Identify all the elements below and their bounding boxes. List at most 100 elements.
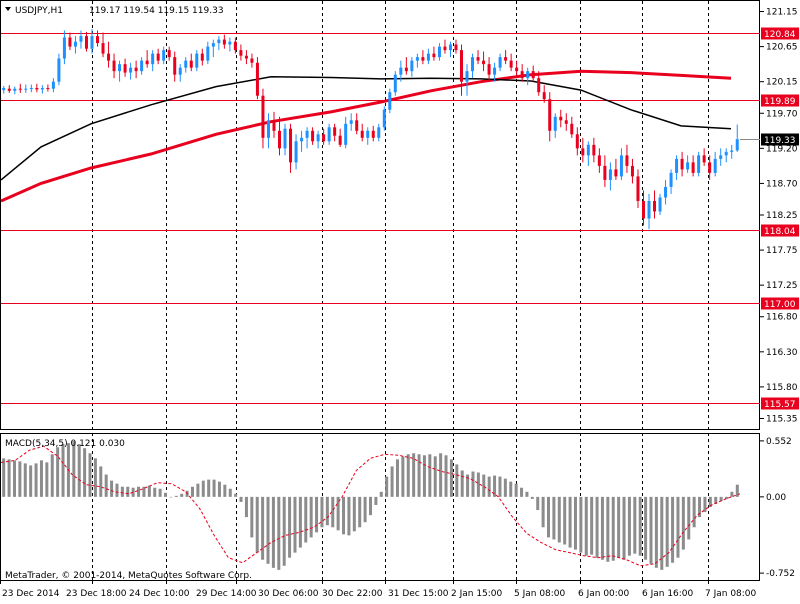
- candle: [217, 36, 221, 51]
- macd-bar: [476, 472, 480, 497]
- macd-bar: [201, 480, 205, 497]
- macd-bar: [579, 496, 583, 553]
- level-price-box: 117.00: [761, 297, 799, 310]
- macd-bar: [72, 441, 76, 497]
- candle: [173, 51, 177, 82]
- macd-bar: [212, 479, 216, 497]
- copyright-text: MetaTrader, © 2001-2014, MetaQuotes Soft…: [5, 571, 252, 581]
- y-tick-label: 119.20: [766, 144, 798, 154]
- candle: [581, 137, 585, 163]
- candle: [520, 64, 524, 82]
- candle: [184, 57, 188, 73]
- macd-bar: [395, 459, 399, 497]
- candle: [90, 29, 94, 54]
- candle: [509, 53, 513, 72]
- moving-averages: [0, 69, 732, 203]
- candles[interactable]: [2, 29, 739, 230]
- macd-bar: [606, 496, 610, 562]
- y-tick-label: 116.80: [766, 313, 798, 323]
- candle: [421, 50, 425, 65]
- macd-bar: [573, 496, 577, 550]
- macd-bar: [530, 496, 534, 499]
- macd-bar: [439, 453, 443, 497]
- macd-bar: [703, 496, 707, 513]
- macd-bar: [654, 496, 658, 568]
- x-tick-label: 7 Jan 08:00: [705, 589, 757, 599]
- macd-bar: [147, 485, 151, 497]
- y-tick-label: 119.70: [766, 109, 798, 119]
- macd-bar: [158, 488, 162, 497]
- macd-bar: [584, 496, 588, 556]
- macd-bar: [406, 454, 410, 497]
- candle: [156, 48, 160, 65]
- candle: [471, 53, 475, 79]
- candle: [250, 53, 254, 68]
- macd-bar: [444, 455, 448, 497]
- macd-bar: [325, 496, 329, 526]
- macd-bar: [563, 496, 567, 545]
- price-panel-frame: [0, 0, 760, 430]
- macd-bar: [514, 483, 518, 497]
- candle: [454, 39, 458, 54]
- macd-bar: [288, 496, 292, 558]
- candle: [233, 37, 237, 54]
- candle: [211, 39, 215, 58]
- y-tick-label: 115.35: [766, 414, 798, 424]
- candle: [641, 190, 645, 226]
- y-tick-label: 117.25: [766, 281, 798, 291]
- candle: [278, 116, 282, 156]
- candle: [537, 71, 541, 96]
- level-price-label: 117.00: [764, 300, 796, 310]
- candle: [96, 30, 100, 47]
- macd-bar: [449, 459, 453, 497]
- current-price-label: 119.33: [764, 136, 796, 146]
- macd-title: MACD(5,34,5) 0.121 0.030: [5, 439, 125, 449]
- candle: [393, 71, 397, 96]
- macd-bar: [617, 496, 621, 558]
- y-tick-label: 120.15: [766, 78, 798, 88]
- candle: [476, 50, 480, 65]
- macd-bar: [266, 496, 270, 564]
- macd-bar: [12, 460, 16, 497]
- candle: [355, 113, 359, 135]
- candle: [548, 92, 552, 142]
- y-tick-label: 117.75: [766, 246, 798, 256]
- macd-bar: [374, 496, 378, 505]
- candle: [504, 50, 508, 65]
- macd-bar: [228, 488, 232, 497]
- candle: [603, 155, 607, 187]
- macd-bar: [271, 496, 275, 568]
- candle: [608, 162, 612, 191]
- candle: [57, 53, 61, 86]
- macd-bar: [379, 491, 383, 497]
- candle: [448, 41, 452, 58]
- candle: [200, 48, 204, 66]
- candle: [62, 30, 66, 65]
- chart-menu-triangle-icon[interactable]: [5, 7, 11, 11]
- candle: [570, 116, 574, 138]
- macd-bar: [282, 496, 286, 566]
- candle: [426, 48, 430, 65]
- macd-bar: [627, 496, 631, 556]
- horizontal-levels[interactable]: 120.84 119.89 118.04 117.00 115.57: [1, 27, 799, 411]
- price-axis[interactable]: 121.15 120.65 120.15 119.70 119.20 118.70 118.…: [740, 8, 799, 425]
- macd-bar: [18, 461, 22, 497]
- macd-bar: [115, 483, 119, 497]
- macd-bar: [83, 448, 87, 497]
- macd-indicator[interactable]: [0, 441, 741, 570]
- macd-bar: [217, 481, 221, 497]
- candle: [498, 53, 502, 72]
- macd-bar: [385, 476, 389, 497]
- macd-bar: [120, 486, 124, 497]
- macd-tick-label: -0.752: [766, 569, 795, 579]
- macd-bar: [277, 496, 281, 570]
- x-tick-label: 6 Jan 00:00: [578, 589, 630, 599]
- candle: [107, 41, 111, 68]
- symbol-label: USDJPY,H1: [15, 6, 63, 16]
- macd-bar: [347, 496, 351, 536]
- macd-bar: [331, 496, 335, 528]
- macd-bar: [88, 453, 92, 497]
- candle: [134, 60, 138, 79]
